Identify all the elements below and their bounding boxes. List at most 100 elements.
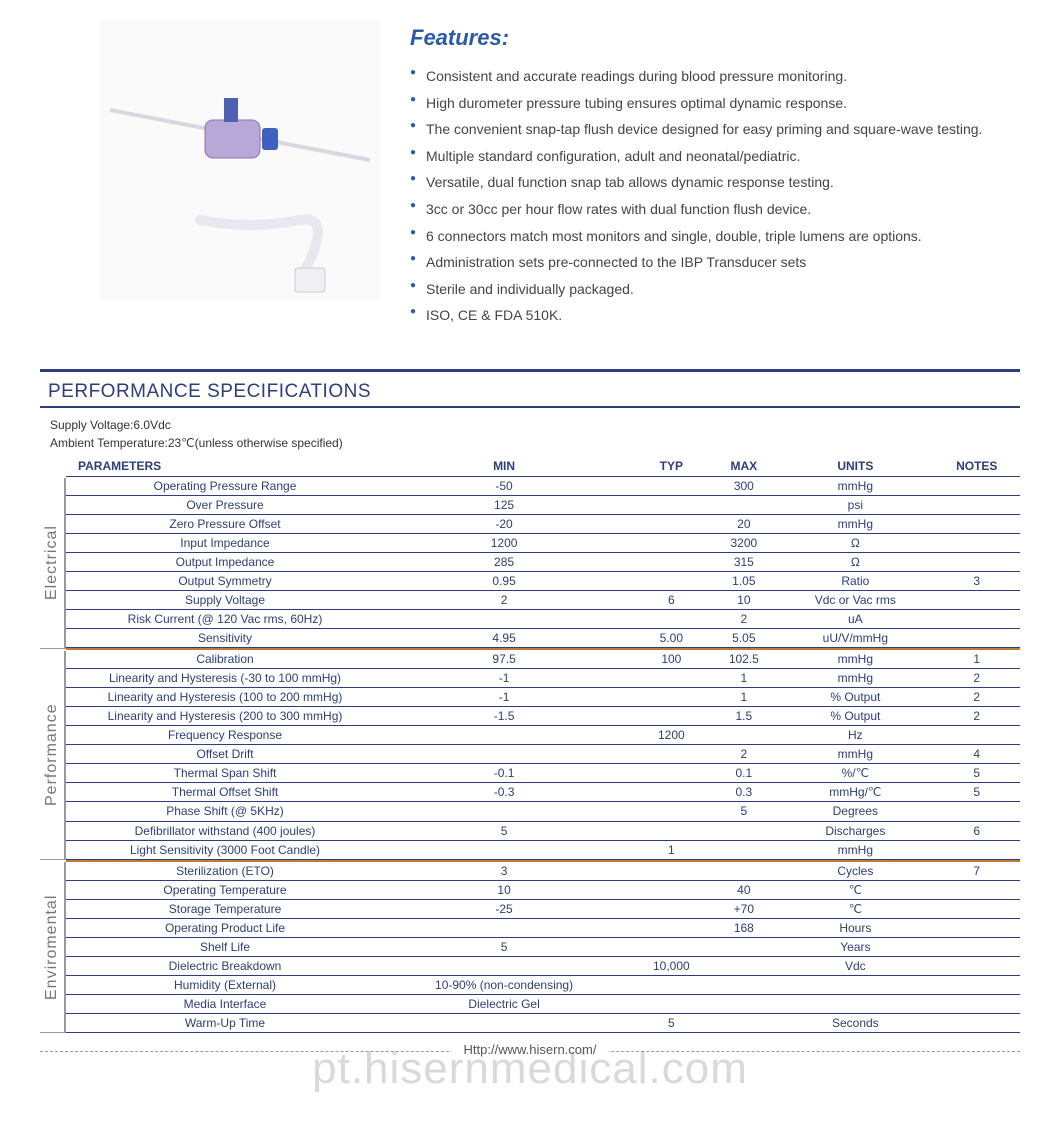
table-cell: [933, 899, 1020, 918]
table-row: Linearity and Hysteresis (200 to 300 mmH…: [66, 707, 1020, 726]
side-labels: ElectricalPerformanceEnviromental: [40, 456, 66, 1033]
table-cell: [376, 918, 632, 937]
table-row: Humidity (External)10-90% (non-condensin…: [66, 975, 1020, 994]
table-cell: Ω: [777, 534, 933, 553]
table-cell: [933, 726, 1020, 745]
table-cell: Sensitivity: [66, 629, 376, 648]
table-cell: 1200: [632, 726, 710, 745]
table-cell: 2: [933, 669, 1020, 688]
spec-title: PERFORMANCE SPECIFICATIONS: [40, 378, 1020, 406]
table-cell: Shelf Life: [66, 937, 376, 956]
table-cell: [632, 821, 710, 840]
table-row: Linearity and Hysteresis (100 to 200 mmH…: [66, 688, 1020, 707]
table-row: Sterilization (ETO)3Cycles7: [66, 861, 1020, 881]
table-cell: 6: [933, 821, 1020, 840]
feature-item: ISO, CE & FDA 510K.: [410, 302, 1020, 329]
group-label: Electrical: [40, 478, 66, 649]
table-cell: Defibrillator withstand (400 joules): [66, 821, 376, 840]
table-cell: Vdc or Vac rms: [777, 591, 933, 610]
table-cell: 2: [711, 745, 778, 764]
table-cell: [711, 975, 778, 994]
table-cell: mmHg/℃: [777, 783, 933, 802]
table-cell: [376, 610, 632, 629]
table-cell: Phase Shift (@ 5KHz): [66, 802, 376, 821]
footer-url: Http://www.hisern.com/: [452, 1042, 609, 1057]
table-cell: [933, 956, 1020, 975]
table-cell: [711, 726, 778, 745]
table-cell: [933, 840, 1020, 859]
table-cell: [632, 476, 710, 495]
footer-divider: Http://www.hisern.com/: [40, 1051, 1020, 1052]
table-cell: Light Sensitivity (3000 Foot Candle): [66, 840, 376, 859]
table-cell: Linearity and Hysteresis (100 to 200 mmH…: [66, 688, 376, 707]
table-cell: [632, 669, 710, 688]
table-cell: 40: [711, 880, 778, 899]
table-cell: Storage Temperature: [66, 899, 376, 918]
feature-item: Administration sets pre-connected to the…: [410, 249, 1020, 276]
table-cell: [933, 534, 1020, 553]
features-list: Consistent and accurate readings during …: [410, 63, 1020, 329]
table-cell: +70: [711, 899, 778, 918]
table-cell: [933, 476, 1020, 495]
features-column: Features: Consistent and accurate readin…: [410, 20, 1020, 329]
table-cell: 5: [376, 937, 632, 956]
table-header-cell: NOTES: [933, 456, 1020, 477]
spec-section: PERFORMANCE SPECIFICATIONS Supply Voltag…: [40, 369, 1020, 1052]
product-image: [100, 20, 380, 300]
table-cell: Input Impedance: [66, 534, 376, 553]
table-cell: [376, 956, 632, 975]
feature-item: Sterile and individually packaged.: [410, 276, 1020, 303]
table-cell: % Output: [777, 688, 933, 707]
table-cell: 168: [711, 918, 778, 937]
table-cell: Linearity and Hysteresis (200 to 300 mmH…: [66, 707, 376, 726]
table-cell: mmHg: [777, 649, 933, 669]
table-cell: mmHg: [777, 515, 933, 534]
table-cell: Zero Pressure Offset: [66, 515, 376, 534]
table-cell: [632, 899, 710, 918]
feature-item: Versatile, dual function snap tab allows…: [410, 169, 1020, 196]
table-cell: 3: [933, 572, 1020, 591]
table-cell: 4.95: [376, 629, 632, 648]
table-row: Risk Current (@ 120 Vac rms, 60Hz)2uA: [66, 610, 1020, 629]
table-cell: % Output: [777, 707, 933, 726]
table-row: Linearity and Hysteresis (-30 to 100 mmH…: [66, 669, 1020, 688]
table-cell: Output Impedance: [66, 553, 376, 572]
table-cell: [632, 861, 710, 881]
table-cell: 1: [632, 840, 710, 859]
table-cell: Dielectric Breakdown: [66, 956, 376, 975]
table-cell: 3: [376, 861, 632, 881]
table-cell: 102.5: [711, 649, 778, 669]
table-cell: Vdc: [777, 956, 933, 975]
table-cell: %/℃: [777, 764, 933, 783]
table-cell: [711, 821, 778, 840]
spec-table: PARAMETERSMINTYPMAXUNITSNOTES Operating …: [66, 456, 1020, 1033]
table-cell: Offset Drift: [66, 745, 376, 764]
table-cell: [632, 534, 710, 553]
table-cell: [632, 880, 710, 899]
table-cell: Thermal Offset Shift: [66, 783, 376, 802]
table-cell: [933, 553, 1020, 572]
table-cell: [632, 495, 710, 514]
table-cell: Discharges: [777, 821, 933, 840]
feature-item: 6 connectors match most monitors and sin…: [410, 223, 1020, 250]
table-cell: [933, 802, 1020, 821]
table-cell: -1: [376, 669, 632, 688]
table-cell: 10: [711, 591, 778, 610]
table-cell: [711, 1013, 778, 1032]
table-cell: [933, 610, 1020, 629]
table-cell: 10: [376, 880, 632, 899]
table-cell: [632, 918, 710, 937]
table-cell: 3200: [711, 534, 778, 553]
table-cell: mmHg: [777, 840, 933, 859]
table-cell: 1: [711, 669, 778, 688]
table-cell: 125: [376, 495, 632, 514]
table-cell: [711, 495, 778, 514]
table-cell: [632, 688, 710, 707]
table-cell: [632, 937, 710, 956]
table-row: Operating Product Life168Hours: [66, 918, 1020, 937]
table-row: Storage Temperature-25+70℃: [66, 899, 1020, 918]
feature-item: Multiple standard configuration, adult a…: [410, 143, 1020, 170]
table-cell: Operating Temperature: [66, 880, 376, 899]
table-row: Over Pressure125psi: [66, 495, 1020, 514]
feature-item: High durometer pressure tubing ensures o…: [410, 90, 1020, 117]
